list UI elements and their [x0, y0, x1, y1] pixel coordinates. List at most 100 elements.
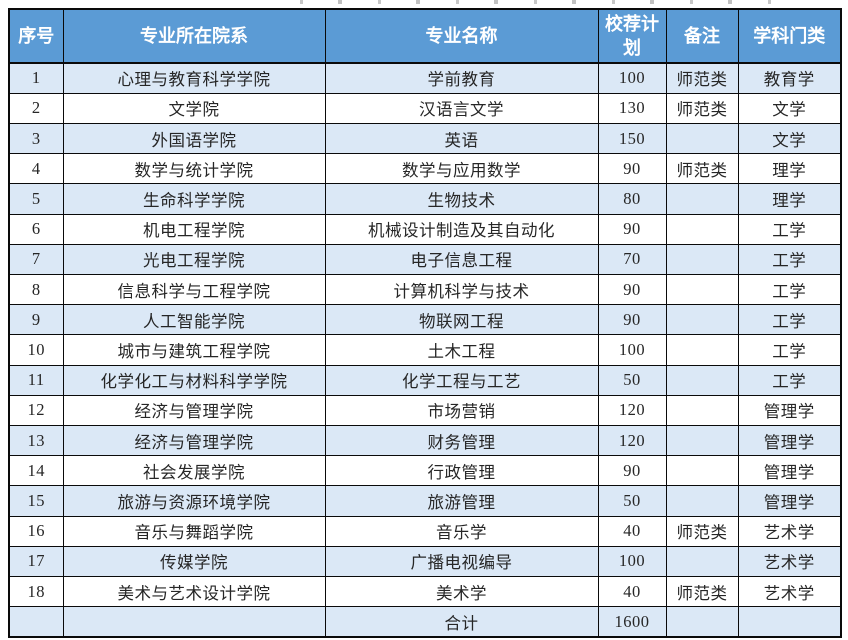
total-label-cell: 合计 [324, 606, 599, 638]
total-value-cell: 1600 [597, 606, 667, 638]
table-row: 11 化学化工与材料科学学院 化学工程与工艺 50 工学 [8, 364, 842, 396]
category-cell: 工学 [737, 273, 842, 306]
remark-cell [665, 364, 739, 396]
table-row: 3 外国语学院 英语 150 文学 [8, 122, 842, 155]
serial-cell: 11 [8, 364, 64, 396]
major-cell: 土木工程 [324, 334, 599, 366]
plan-cell: 90 [597, 213, 667, 245]
category-cell: 工学 [737, 213, 842, 245]
remark-cell: 师范类 [665, 575, 739, 608]
department-cell: 数学与统计学院 [62, 153, 326, 185]
plan-cell: 40 [597, 515, 667, 547]
remark-cell [665, 424, 739, 457]
remark-cell [665, 485, 739, 517]
department-cell: 传媒学院 [62, 545, 326, 577]
category-cell: 艺术学 [737, 515, 842, 547]
category-cell: 教育学 [737, 62, 842, 94]
plan-cell: 80 [597, 183, 667, 215]
plan-cell: 90 [597, 153, 667, 185]
department-cell: 社会发展学院 [62, 455, 326, 487]
serial-cell: 9 [8, 304, 64, 336]
header-serial-number: 序号 [8, 8, 64, 64]
admission-plan-table: 序号 专业所在院系 专业名称 校荐计划 备注 学科门类 1 心理与教育科学学院 学前… [8, 8, 842, 638]
category-cell: 管理学 [737, 455, 842, 487]
category-cell: 管理学 [737, 424, 842, 457]
major-cell: 电子信息工程 [324, 243, 599, 275]
major-cell: 生物技术 [324, 183, 599, 215]
department-cell: 外国语学院 [62, 122, 326, 155]
department-cell: 生命科学学院 [62, 183, 326, 215]
major-cell: 行政管理 [324, 455, 599, 487]
major-cell: 旅游管理 [324, 485, 599, 517]
remark-cell: 师范类 [665, 92, 739, 124]
department-cell: 光电工程学院 [62, 243, 326, 275]
plan-cell: 120 [597, 394, 667, 426]
plan-cell: 70 [597, 243, 667, 275]
remark-cell [665, 394, 739, 426]
serial-cell: 8 [8, 273, 64, 306]
remark-cell: 师范类 [665, 153, 739, 185]
table-body: 1 心理与教育科学学院 学前教育 100 师范类 教育学 2 文学院 汉语言文学 130 师范类 文学… [8, 62, 842, 638]
plan-cell: 100 [597, 334, 667, 366]
remark-cell: 师范类 [665, 515, 739, 547]
header-subject-category: 学科门类 [737, 8, 842, 64]
remark-cell [665, 455, 739, 487]
serial-cell: 15 [8, 485, 64, 517]
table-row: 4 数学与统计学院 数学与应用数学 90 师范类 理学 [8, 153, 842, 185]
serial-cell: 14 [8, 455, 64, 487]
category-cell: 工学 [737, 334, 842, 366]
major-cell: 物联网工程 [324, 304, 599, 336]
plan-cell: 40 [597, 575, 667, 608]
category-cell: 工学 [737, 364, 842, 396]
department-cell: 心理与教育科学学院 [62, 62, 326, 94]
major-cell: 学前教育 [324, 62, 599, 94]
category-cell: 管理学 [737, 394, 842, 426]
remark-cell [665, 273, 739, 306]
category-cell: 文学 [737, 122, 842, 155]
serial-cell: 18 [8, 575, 64, 608]
category-cell: 艺术学 [737, 545, 842, 577]
serial-cell: 2 [8, 92, 64, 124]
department-cell: 音乐与舞蹈学院 [62, 515, 326, 547]
table-row: 8 信息科学与工程学院 计算机科学与技术 90 工学 [8, 273, 842, 306]
plan-cell: 50 [597, 485, 667, 517]
major-cell: 数学与应用数学 [324, 153, 599, 185]
table-row: 1 心理与教育科学学院 学前教育 100 师范类 教育学 [8, 62, 842, 94]
table-header: 序号 专业所在院系 专业名称 校荐计划 备注 学科门类 [8, 8, 842, 64]
remark-cell [665, 545, 739, 577]
remark-cell [665, 122, 739, 155]
remark-cell [665, 213, 739, 245]
header-department: 专业所在院系 [62, 8, 326, 64]
plan-cell: 50 [597, 364, 667, 396]
category-cell: 文学 [737, 92, 842, 124]
serial-cell: 7 [8, 243, 64, 275]
department-cell: 化学化工与材料科学学院 [62, 364, 326, 396]
remark-cell [665, 304, 739, 336]
serial-cell: 13 [8, 424, 64, 457]
header-row: 序号 专业所在院系 专业名称 校荐计划 备注 学科门类 [8, 8, 842, 64]
table-row: 10 城市与建筑工程学院 土木工程 100 工学 [8, 334, 842, 366]
table-row: 12 经济与管理学院 市场营销 120 管理学 [8, 394, 842, 426]
table-row: 17 传媒学院 广播电视编导 100 艺术学 [8, 545, 842, 577]
department-cell: 旅游与资源环境学院 [62, 485, 326, 517]
major-cell: 计算机科学与技术 [324, 273, 599, 306]
header-remarks: 备注 [665, 8, 739, 64]
department-cell: 信息科学与工程学院 [62, 273, 326, 306]
department-cell: 文学院 [62, 92, 326, 124]
table-row: 18 美术与艺术设计学院 美术学 40 师范类 艺术学 [8, 575, 842, 608]
major-cell: 音乐学 [324, 515, 599, 547]
department-cell: 人工智能学院 [62, 304, 326, 336]
category-cell: 管理学 [737, 485, 842, 517]
plan-cell: 90 [597, 273, 667, 306]
major-cell: 市场营销 [324, 394, 599, 426]
table-row: 7 光电工程学院 电子信息工程 70 工学 [8, 243, 842, 275]
major-cell: 财务管理 [324, 424, 599, 457]
remark-cell: 师范类 [665, 62, 739, 94]
major-cell: 英语 [324, 122, 599, 155]
category-cell: 理学 [737, 153, 842, 185]
cropped-title-fragment [300, 0, 800, 4]
category-cell: 工学 [737, 304, 842, 336]
plan-cell: 100 [597, 545, 667, 577]
remark-cell [665, 243, 739, 275]
table-row: 13 经济与管理学院 财务管理 120 管理学 [8, 424, 842, 457]
